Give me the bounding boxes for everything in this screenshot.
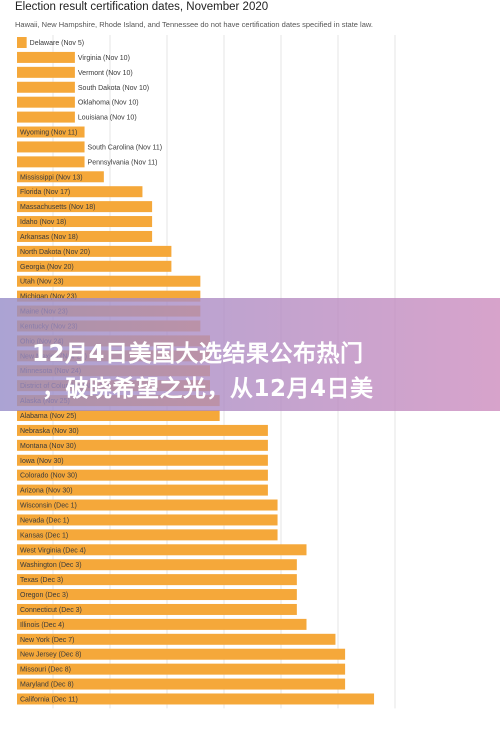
bar-label: Wyoming (Nov 11)	[20, 130, 77, 137]
bar-label: New York (Dec 7)	[20, 637, 74, 644]
chart-subtitle: Hawaii, New Hampshire, Rhode Island, and…	[15, 20, 373, 29]
bar-label: Delaware (Nov 5)	[30, 40, 84, 47]
bar	[17, 648, 346, 660]
bar-label: Florida (Nov 17)	[20, 189, 70, 196]
bar	[17, 245, 172, 257]
bar-label: Iowa (Nov 30)	[20, 458, 64, 465]
bar	[17, 663, 346, 675]
bar-label: West Virginia (Dec 4)	[20, 547, 86, 554]
bar	[17, 529, 278, 541]
bar-label: Colorado (Nov 30)	[20, 473, 77, 480]
bar	[17, 633, 336, 645]
bar	[17, 141, 85, 153]
bar-label: Connecticut (Dec 3)	[20, 607, 82, 614]
bar-label: Oregon (Dec 3)	[20, 592, 68, 599]
bar-label: Vermont (Nov 10)	[78, 70, 133, 77]
bar-label: Utah (Nov 23)	[20, 279, 64, 286]
bar-label: Nevada (Dec 1)	[20, 517, 69, 524]
bar	[17, 589, 297, 601]
bar	[17, 618, 307, 630]
bar-label: Louisiana (Nov 10)	[78, 115, 137, 122]
bar	[17, 514, 278, 526]
bar	[17, 216, 153, 228]
bar-label: Kansas (Dec 1)	[20, 532, 68, 539]
bar	[17, 574, 297, 586]
bar	[17, 37, 27, 48]
bar	[17, 410, 220, 421]
headline-line-1: 12月4日美国大选结果公布热门	[32, 341, 364, 367]
headline-overlay-banner: 12月4日美国大选结果公布热门 ，破晓希望之光，从12月4日美	[0, 298, 500, 411]
bar	[17, 81, 75, 93]
bar	[17, 96, 75, 108]
bar-label: Mississippi (Nov 13)	[20, 174, 83, 181]
bar-label: Arkansas (Nov 18)	[20, 234, 78, 241]
bar	[17, 201, 153, 213]
bar	[17, 230, 153, 242]
bar-label: Illinois (Dec 4)	[20, 622, 64, 629]
bar	[17, 424, 268, 436]
bar-label: South Carolina (Nov 11)	[88, 144, 163, 151]
bar	[17, 603, 297, 615]
bar	[17, 544, 307, 556]
bar-label: Montana (Nov 30)	[20, 443, 76, 450]
bar-label: Michigan (Nov 23)	[20, 294, 77, 301]
bar	[17, 156, 85, 168]
bar	[17, 469, 268, 481]
headline-line-2: ，破晓希望之光，从12月4日美	[42, 376, 374, 402]
bar	[17, 693, 375, 705]
bar-label: Idaho (Nov 18)	[20, 219, 66, 226]
bar	[17, 260, 172, 272]
bar-label: Arizona (Nov 30)	[20, 488, 73, 495]
bar-label: California (Dec 11)	[20, 696, 78, 703]
bar-label: North Dakota (Nov 20)	[20, 249, 90, 256]
bar	[17, 559, 297, 571]
bar-label: South Dakota (Nov 10)	[78, 85, 149, 92]
bar-label: Virginia (Nov 10)	[78, 55, 130, 62]
bar	[17, 499, 278, 511]
bar	[17, 111, 75, 123]
bar	[17, 290, 201, 302]
bar	[17, 66, 75, 78]
bar-label: New Jersey (Dec 8)	[20, 652, 81, 659]
bar	[17, 275, 201, 287]
chart-title: Election result certification dates, Nov…	[15, 1, 269, 13]
bar-label: Oklahoma (Nov 10)	[78, 100, 139, 107]
bar	[17, 171, 104, 183]
bar	[17, 439, 268, 451]
bar	[17, 126, 85, 138]
bar	[17, 186, 143, 198]
bar	[17, 51, 75, 63]
bar-label: Alabama (Nov 25)	[20, 413, 76, 420]
bar-label: Maryland (Dec 8)	[20, 682, 74, 689]
bar-label: Wisconsin (Dec 1)	[20, 503, 77, 510]
bar	[17, 678, 346, 690]
bar-label: Massachusetts (Nov 18)	[20, 204, 95, 211]
bar	[17, 484, 268, 496]
bar-label: Pennsylvania (Nov 11)	[88, 159, 158, 166]
bar-label: Nebraska (Nov 30)	[20, 428, 79, 435]
bar-label: Georgia (Nov 20)	[20, 264, 74, 271]
bar-label: Missouri (Dec 8)	[20, 667, 71, 674]
bar-label: Washington (Dec 3)	[20, 562, 82, 569]
bar-label: Texas (Dec 3)	[20, 577, 63, 584]
bar	[17, 454, 268, 466]
